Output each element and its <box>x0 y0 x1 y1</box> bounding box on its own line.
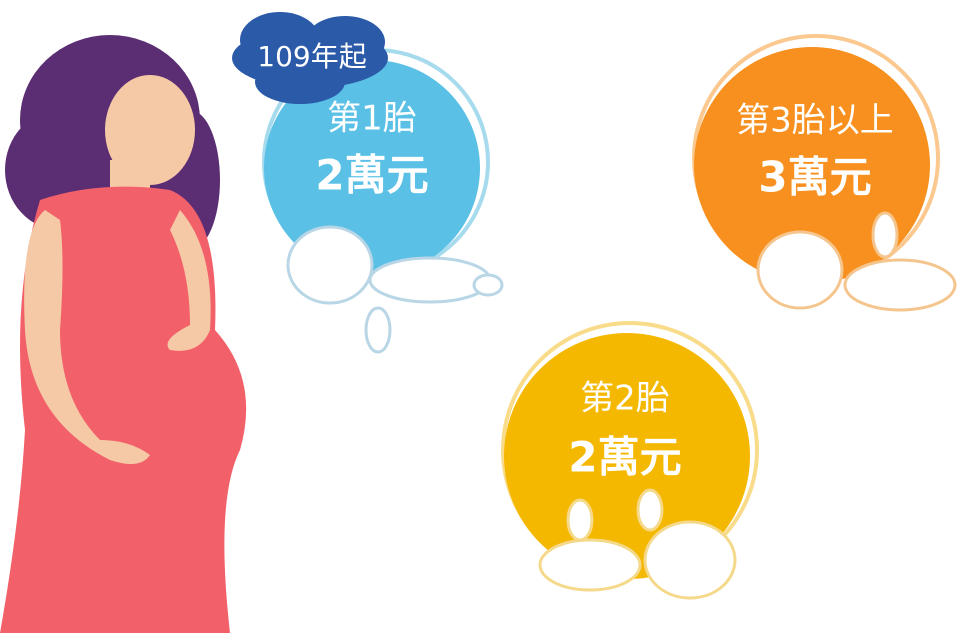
badge-text: 109年起 <box>257 40 366 73</box>
pregnant-woman <box>0 35 246 633</box>
circle-label: 第1胎 <box>327 99 417 139</box>
circle-label: 第2胎 <box>580 379 670 419</box>
circle-third-child: 第3胎以上 3萬元 <box>694 36 955 310</box>
circle-amount: 2萬元 <box>568 433 681 482</box>
circle-amount: 2萬元 <box>315 151 428 200</box>
infographic: 第1胎 2萬元 第3胎以上 3萬元 第2胎 2萬元 <box>0 0 960 633</box>
circle-second-child: 第2胎 2萬元 <box>503 323 757 598</box>
circle-label: 第3胎以上 <box>736 101 894 141</box>
circle-amount: 3萬元 <box>758 153 871 202</box>
